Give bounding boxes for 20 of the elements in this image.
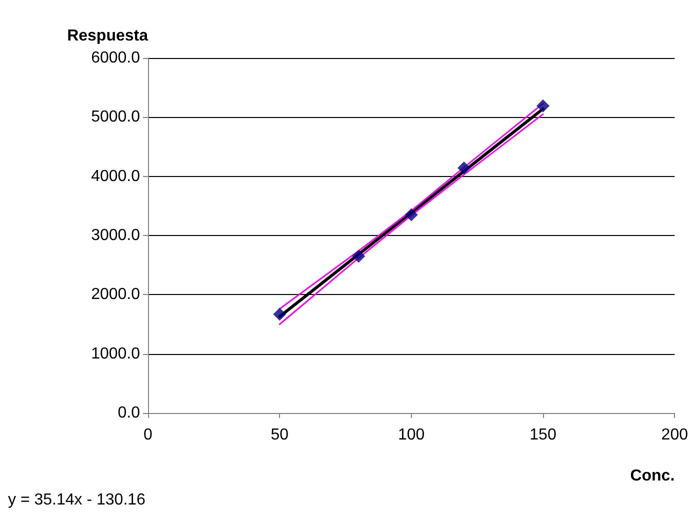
- x-tick-label: 200: [661, 426, 688, 444]
- x-tick-label: 50: [270, 426, 289, 444]
- x-tick-label: 150: [530, 426, 556, 444]
- point: [404, 208, 418, 222]
- y-tick-label: 2000.0: [91, 286, 140, 304]
- point: [273, 308, 286, 321]
- x-tick-label: 0: [144, 426, 153, 444]
- point: [457, 162, 470, 175]
- y-tick-label: 4000.0: [91, 168, 140, 185]
- x-axis-title: Conc.: [630, 468, 675, 484]
- x-tick-label: 100: [398, 426, 425, 444]
- y-tick-label: 6000.0: [91, 50, 140, 66]
- text: y = 35.14x - 130.16: [8, 492, 146, 508]
- y-tick-label: 3000.0: [91, 227, 140, 244]
- point: [536, 99, 550, 112]
- y-tick-label: 5000.0: [91, 108, 140, 126]
- y-axis-title: Respuesta: [67, 28, 148, 44]
- y-tick-label: 0.0: [118, 404, 140, 422]
- point: [352, 250, 366, 263]
- y-tick-label: 1000.0: [91, 345, 140, 362]
